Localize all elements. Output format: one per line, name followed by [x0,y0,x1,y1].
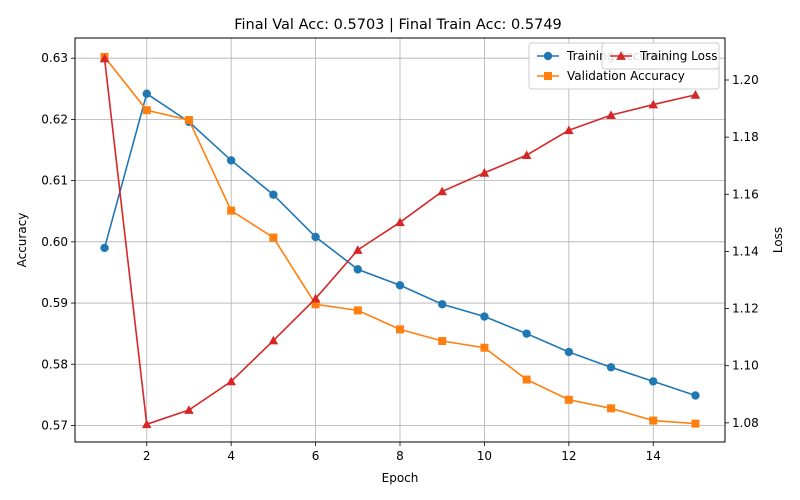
validation-accuracy-point [480,343,489,352]
x-tick-label: 8 [396,449,404,463]
training-loss-point [226,376,236,386]
x-tick-label: 4 [227,449,235,463]
training-loss-point [395,217,405,227]
x-tick-label: 10 [477,449,492,463]
y-tick-label-left: 0.63 [41,51,68,65]
y-tick-label-right: 1.18 [732,130,759,144]
legend-loss: Training Loss [601,42,720,70]
grid [75,38,725,442]
training-accuracy-point [522,329,531,338]
training-accuracy-point [480,312,489,321]
validation-accuracy-point [269,233,278,242]
training-accuracy-point [395,281,405,290]
validation-accuracy-point [142,106,151,115]
validation-accuracy-point [311,300,320,309]
y-tick-label-left: 0.58 [41,357,68,371]
x-tick-label: 12 [561,449,576,463]
training-loss-point [99,53,110,63]
training-loss-point [437,186,448,196]
series-training-accuracy [100,89,700,400]
legend-label: Validation Accuracy [567,69,685,83]
training-accuracy-point [564,347,574,357]
y-tick-label-right: 1.08 [732,416,759,430]
validation-accuracy-point [522,375,531,384]
training-loss-point [648,99,659,109]
training-accuracy-point [226,156,236,165]
training-loss-point [606,110,616,119]
legend-marker [616,51,626,60]
y-axis-right: 1.08 1.10 1.12 1.14 1.16 1.18 1.20 [725,73,759,430]
series-training-loss [99,53,701,429]
y-axis-label-left: Accuracy [15,213,29,268]
training-loss-point [521,150,532,159]
y-tick-label-left: 0.57 [41,418,68,432]
legend-marker [543,51,553,61]
training-accuracy-point [691,391,700,400]
training-loss-point [184,405,194,414]
training-accuracy-point [100,243,109,253]
x-tick-label: 2 [143,449,151,463]
validation-accuracy-point [607,404,616,413]
legend-label: Training Loss [639,49,717,63]
x-axis-label: Epoch [382,471,419,485]
y-tick-label-right: 1.14 [732,244,759,258]
x-axis: 2 4 6 8 10 12 14 [143,442,661,463]
validation-accuracy-point [227,206,236,215]
training-loss-point [564,125,574,135]
training-loss-point [141,419,152,429]
x-tick-label: 6 [312,449,320,463]
chart-title: Final Val Acc: 0.5703 | Final Train Acc:… [234,17,562,33]
legend-marker [544,72,552,80]
training-accuracy-point [269,190,278,199]
training-accuracy-point [438,300,447,309]
y-tick-label-right: 1.10 [732,359,759,373]
training-loss-point [479,168,490,177]
validation-accuracy-point [353,306,362,315]
validation-accuracy-point [649,416,658,425]
y-axis-label-right: Loss [771,227,785,253]
validation-accuracy-point [396,325,404,334]
y-axis-left: 0.57 0.58 0.59 0.60 0.61 0.62 0.63 [41,51,75,432]
validation-accuracy-point [438,337,447,345]
training-accuracy-point [606,363,616,372]
y-tick-label-left: 0.61 [41,174,68,188]
legend-box [601,42,720,70]
training-accuracy-point [649,377,658,386]
training-accuracy-point [142,89,151,98]
training-loss-point [352,245,363,254]
training-loss-point [268,335,279,345]
validation-accuracy-point [691,419,700,428]
training-loss-point [690,90,701,99]
training-accuracy-point [353,265,362,274]
training-loss-point [310,293,321,303]
y-tick-label-right: 1.12 [732,302,759,316]
y-tick-label-left: 0.60 [41,235,68,249]
y-tick-label-right: 1.20 [732,73,759,87]
training-accuracy-point [311,232,320,242]
series-layer [99,52,701,429]
validation-accuracy-point [184,116,193,125]
y-tick-label-left: 0.62 [41,112,68,126]
validation-accuracy-point [564,395,573,404]
y-tick-label-right: 1.16 [732,187,759,201]
y-tick-label-left: 0.59 [41,296,68,310]
x-tick-label: 14 [646,449,661,463]
